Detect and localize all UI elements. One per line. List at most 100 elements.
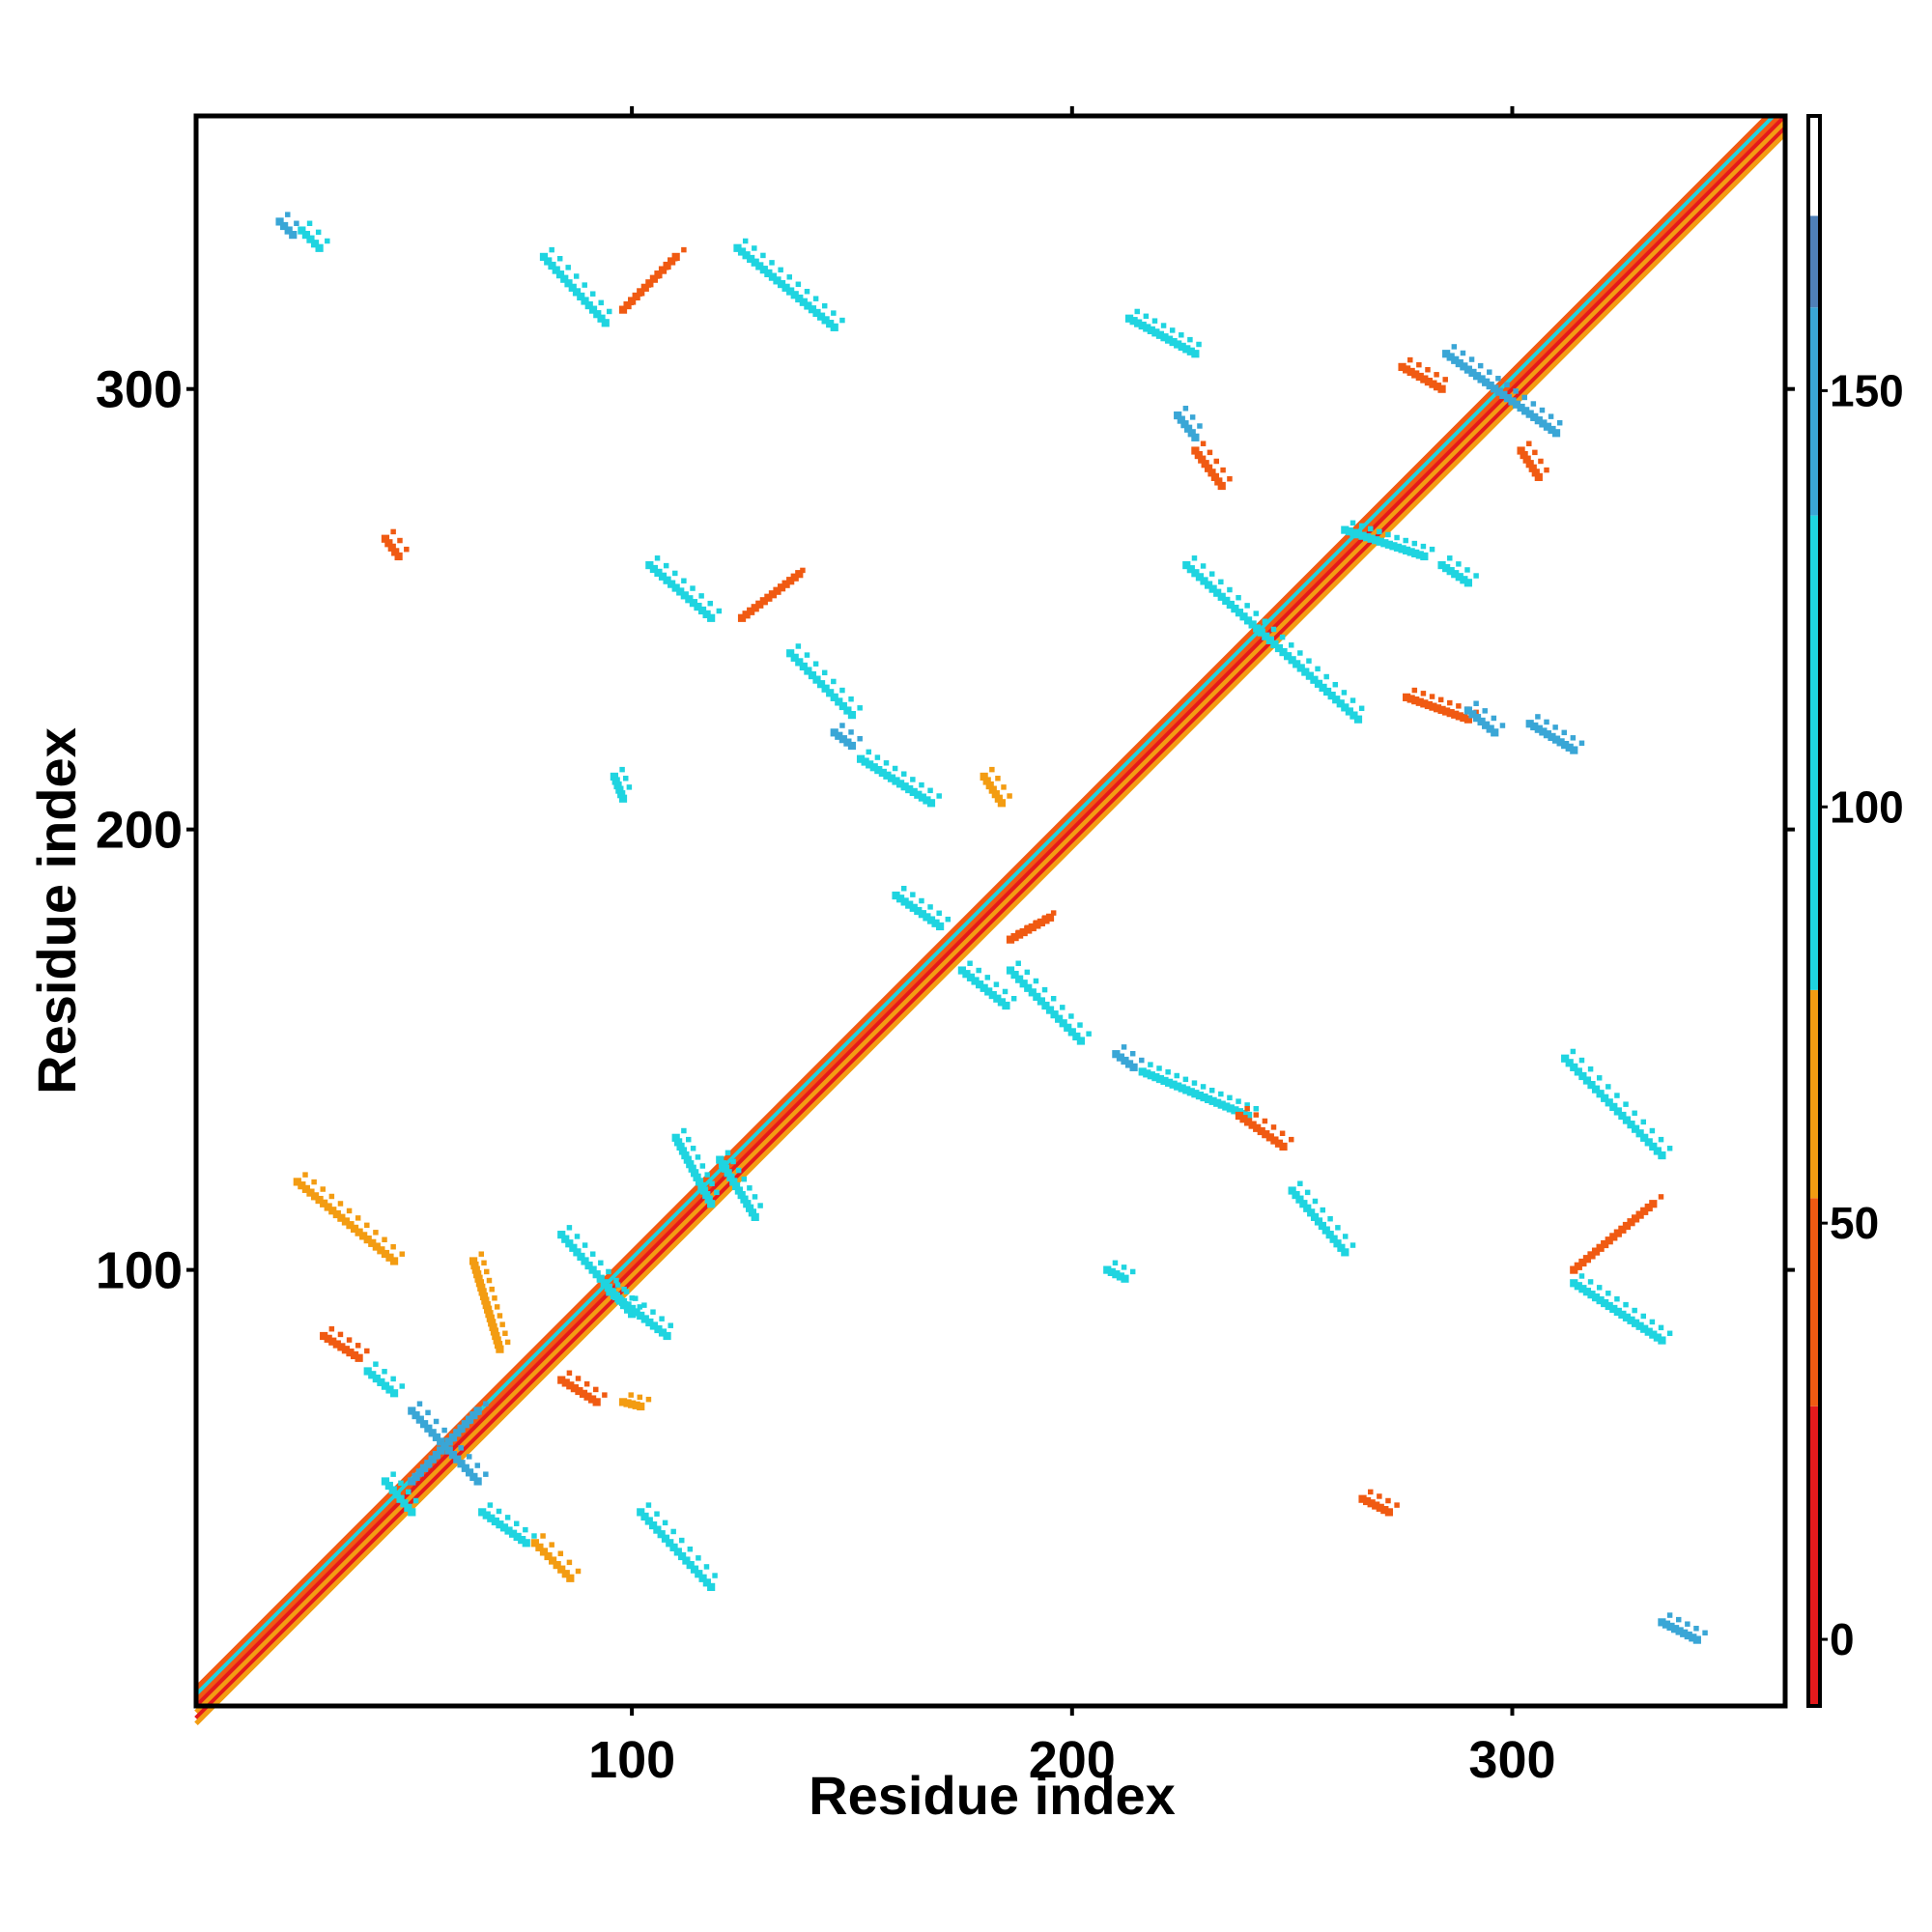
contact-cell bbox=[1473, 700, 1479, 706]
contact-cell bbox=[1333, 1239, 1342, 1248]
contact-cell bbox=[686, 1560, 695, 1570]
contact-cell bbox=[847, 710, 857, 720]
contact-cell bbox=[1341, 690, 1348, 696]
contact-cell bbox=[1596, 1243, 1605, 1252]
contact-cell bbox=[1320, 1207, 1326, 1213]
contact-cell bbox=[786, 577, 795, 585]
contact-cell bbox=[1477, 717, 1486, 726]
colorbar-band bbox=[1808, 515, 1820, 990]
contact-cell bbox=[487, 1502, 494, 1508]
contact-cell bbox=[1437, 560, 1446, 570]
contact-cell bbox=[1345, 707, 1353, 716]
contact-cell bbox=[1372, 536, 1380, 545]
contact-cell bbox=[1578, 1071, 1587, 1081]
contact-cell bbox=[320, 1186, 326, 1192]
contact-cell bbox=[280, 221, 289, 231]
contact-cell bbox=[734, 1186, 743, 1195]
contact-cell bbox=[839, 723, 845, 728]
contact-cell bbox=[1556, 419, 1563, 426]
contact-cell bbox=[1499, 390, 1508, 399]
contact-cell bbox=[1605, 1098, 1613, 1107]
contact-cell bbox=[384, 1481, 393, 1491]
contact-cell bbox=[714, 1189, 720, 1196]
contact-cell bbox=[1358, 705, 1365, 712]
contact-cell bbox=[1570, 735, 1577, 741]
contact-cell bbox=[1006, 966, 1015, 975]
contact-cell bbox=[663, 576, 671, 584]
contact-cell bbox=[699, 1186, 708, 1195]
contact-cell bbox=[355, 1353, 363, 1362]
contact-cell bbox=[1605, 1084, 1611, 1090]
contact-cell bbox=[1420, 543, 1427, 550]
colorbar-tick-label: 100 bbox=[1830, 781, 1904, 832]
contact-cell bbox=[577, 292, 585, 301]
contact-cell bbox=[390, 1471, 396, 1477]
contact-cell bbox=[1217, 592, 1226, 601]
contact-cell bbox=[1217, 1100, 1226, 1109]
contact-cell bbox=[1213, 1098, 1222, 1107]
contact-cell bbox=[1631, 1124, 1640, 1133]
contact-cell bbox=[1226, 600, 1235, 610]
contact-cell bbox=[786, 649, 795, 658]
contact-cell bbox=[364, 1348, 370, 1354]
contact-cell bbox=[945, 916, 952, 923]
contact-cell bbox=[1640, 1119, 1647, 1125]
contact-cell bbox=[561, 1378, 570, 1387]
contact-cell bbox=[432, 1451, 441, 1460]
contact-cell bbox=[613, 781, 622, 790]
contact-cell bbox=[1380, 539, 1389, 548]
contact-cell bbox=[685, 595, 694, 604]
contact-cell bbox=[1322, 687, 1332, 696]
contact-cell bbox=[1239, 612, 1248, 621]
contact-cell bbox=[632, 1401, 640, 1409]
contact-cell bbox=[623, 1301, 632, 1310]
contact-cell bbox=[1151, 318, 1158, 324]
contact-cell bbox=[1635, 1129, 1644, 1138]
contact-cell bbox=[572, 288, 582, 297]
contact-cell bbox=[1649, 1200, 1658, 1208]
contact-cell bbox=[373, 1361, 379, 1367]
contact-cell bbox=[504, 1526, 513, 1535]
contact-cell bbox=[481, 1260, 487, 1266]
contact-cell bbox=[514, 1520, 520, 1526]
contact-cell bbox=[748, 1208, 757, 1217]
colorbar-tick-label: 0 bbox=[1830, 1614, 1855, 1664]
contact-cell bbox=[1605, 1301, 1613, 1311]
contact-cell bbox=[1064, 1023, 1072, 1032]
contact-cell bbox=[1446, 567, 1455, 576]
contact-cell bbox=[1534, 472, 1543, 481]
contact-cell bbox=[993, 981, 1000, 987]
contact-cell bbox=[1456, 703, 1462, 709]
contact-cell bbox=[1186, 347, 1195, 355]
contact-cell bbox=[1605, 1236, 1613, 1245]
contact-cell bbox=[702, 1190, 711, 1200]
contact-cell bbox=[645, 1502, 652, 1508]
contact-cell bbox=[768, 590, 778, 599]
contact-cell bbox=[804, 652, 810, 658]
contact-cell bbox=[1270, 626, 1277, 633]
contact-cell bbox=[804, 301, 812, 310]
contact-cell bbox=[1437, 696, 1444, 703]
contact-cell bbox=[839, 317, 845, 324]
contact-cell bbox=[1446, 353, 1455, 361]
contact-cell bbox=[384, 539, 393, 548]
contact-cell bbox=[866, 749, 872, 755]
contact-cell bbox=[1534, 724, 1543, 733]
contact-cell bbox=[1239, 1115, 1248, 1123]
contact-cell bbox=[1350, 711, 1358, 720]
contact-cell bbox=[424, 1460, 433, 1468]
contact-cell bbox=[522, 1539, 530, 1548]
contact-cell bbox=[372, 1242, 381, 1251]
contact-cell bbox=[1262, 1130, 1270, 1139]
contact-cell bbox=[1649, 1127, 1656, 1134]
contact-cell bbox=[557, 1550, 564, 1556]
contact-cell bbox=[826, 689, 835, 697]
contact-cell bbox=[1680, 1629, 1689, 1637]
contact-cell bbox=[412, 1497, 419, 1504]
contact-cell bbox=[1231, 1106, 1239, 1115]
contact-cell bbox=[604, 1283, 612, 1292]
contact-cell bbox=[1666, 1146, 1673, 1151]
contact-cell bbox=[1578, 1057, 1585, 1064]
contact-cell bbox=[1283, 652, 1293, 661]
contact-cell bbox=[465, 1415, 474, 1424]
